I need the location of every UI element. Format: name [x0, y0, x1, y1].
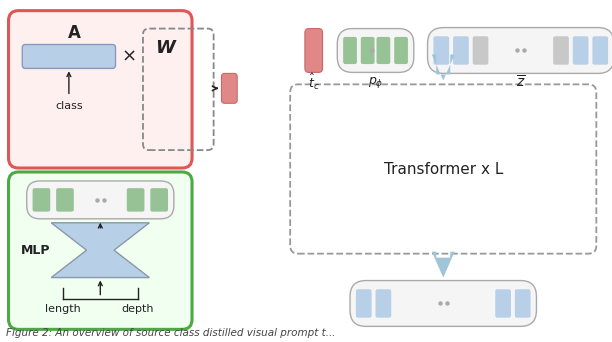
FancyBboxPatch shape: [472, 36, 488, 65]
Text: $\hat{t}_c$: $\hat{t}_c$: [308, 72, 319, 92]
FancyBboxPatch shape: [350, 280, 537, 326]
Text: class: class: [55, 101, 83, 111]
Text: length: length: [45, 304, 81, 314]
Text: ×: ×: [122, 48, 137, 65]
FancyBboxPatch shape: [361, 37, 375, 64]
Text: Figure 2: An overview of source class distilled visual prompt t...: Figure 2: An overview of source class di…: [6, 328, 335, 338]
FancyBboxPatch shape: [433, 36, 449, 65]
FancyBboxPatch shape: [222, 74, 237, 103]
FancyBboxPatch shape: [515, 289, 531, 318]
FancyBboxPatch shape: [453, 36, 469, 65]
Text: $p_\phi$: $p_\phi$: [368, 75, 383, 90]
FancyBboxPatch shape: [376, 289, 391, 318]
FancyBboxPatch shape: [356, 289, 371, 318]
FancyBboxPatch shape: [495, 289, 511, 318]
FancyBboxPatch shape: [592, 36, 608, 65]
Text: Transformer x L: Transformer x L: [384, 161, 503, 176]
FancyBboxPatch shape: [22, 44, 116, 68]
FancyBboxPatch shape: [553, 36, 569, 65]
FancyBboxPatch shape: [573, 36, 589, 65]
FancyBboxPatch shape: [305, 29, 323, 73]
FancyBboxPatch shape: [394, 37, 408, 64]
Text: A: A: [68, 24, 81, 42]
FancyBboxPatch shape: [9, 11, 192, 168]
Text: MLP: MLP: [21, 244, 51, 257]
Text: depth: depth: [121, 304, 154, 314]
Text: W: W: [155, 39, 174, 57]
Polygon shape: [431, 252, 455, 278]
FancyBboxPatch shape: [343, 37, 357, 64]
Polygon shape: [51, 223, 149, 278]
Polygon shape: [431, 54, 455, 80]
FancyBboxPatch shape: [337, 29, 414, 73]
FancyBboxPatch shape: [376, 37, 390, 64]
Text: $\overline{z}$: $\overline{z}$: [516, 74, 526, 91]
FancyBboxPatch shape: [127, 188, 144, 212]
FancyBboxPatch shape: [428, 28, 612, 74]
FancyBboxPatch shape: [9, 172, 192, 329]
FancyBboxPatch shape: [32, 188, 50, 212]
FancyBboxPatch shape: [56, 188, 74, 212]
FancyBboxPatch shape: [27, 181, 174, 219]
FancyBboxPatch shape: [151, 188, 168, 212]
